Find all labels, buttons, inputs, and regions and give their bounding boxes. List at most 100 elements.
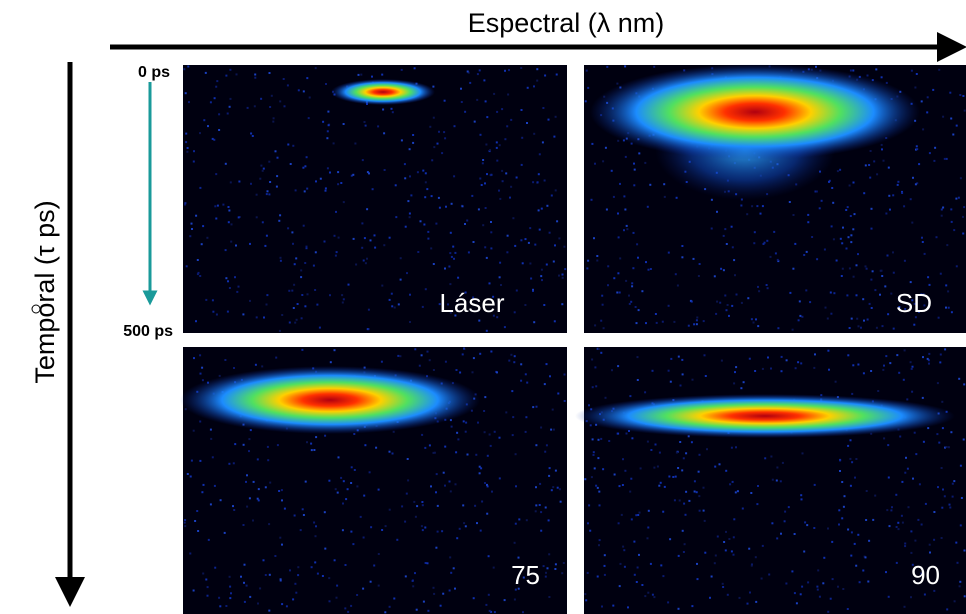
noise-dot [696,562,698,565]
noise-dot [730,225,733,228]
noise-dot [784,510,787,513]
noise-dot [441,152,444,155]
noise-dot [887,313,890,316]
noise-dot [521,136,524,139]
noise-dot [455,451,458,454]
noise-dot [863,319,865,322]
noise-dot [279,256,282,259]
noise-dot [757,325,760,328]
noise-dot [524,373,527,376]
noise-dot [442,471,445,474]
noise-dot [948,503,951,506]
noise-dot [469,81,472,84]
noise-dot [192,589,195,592]
noise-dot [755,318,757,321]
noise-dot [695,323,698,326]
noise-dot [342,502,344,505]
noise-dot [242,313,245,316]
noise-dot [536,68,539,71]
noise-dot [751,563,753,566]
noise-dot [918,483,921,486]
noise-dot [710,198,713,201]
noise-dot [849,215,852,217]
noise-dot [959,177,962,180]
noise-dot [228,105,231,108]
noise-dot [799,593,802,596]
noise-dot [947,306,950,309]
noise-dot [624,155,627,158]
noise-dot [449,490,452,493]
noise-dot [963,595,966,598]
noise-dot [400,68,403,71]
noise-dot [591,386,594,389]
noise-dot [542,565,545,568]
noise-dot [493,92,496,95]
noise-dot [439,604,442,607]
noise-dot [897,528,900,531]
noise-dot [229,585,232,588]
noise-dot [498,144,501,147]
noise-dot [467,251,470,254]
noise-dot [356,594,359,596]
noise-dot [496,110,499,113]
noise-dot [529,227,532,230]
noise-dot [360,73,363,76]
noise-dot [428,444,431,447]
noise-dot [865,490,868,492]
noise-dot [630,518,633,521]
noise-dot [300,276,303,279]
noise-dot [373,564,376,567]
noise-dot [922,440,925,443]
noise-dot [940,214,943,217]
time-start: 0 ps [138,64,170,81]
noise-dot [591,438,594,441]
noise-dot [525,416,528,419]
noise-dot [224,359,227,361]
noise-dot [813,366,816,369]
noise-dot [499,261,502,264]
noise-dot [243,563,246,566]
noise-dot [936,382,939,385]
noise-dot [903,205,906,208]
noise-dot [457,276,460,279]
noise-dot [870,227,873,230]
noise-dot [955,124,958,127]
noise-dot [456,431,459,434]
noise-dot [584,478,587,481]
noise-dot [617,236,620,239]
noise-dot [513,598,516,601]
noise-dot [289,569,291,572]
noise-dot [697,470,700,473]
noise-dot [404,177,407,180]
noise-dot [697,275,700,277]
noise-dot [403,163,406,166]
noise-dot [218,596,221,599]
noise-dot [905,456,907,459]
noise-dot [520,109,523,111]
noise-dot [315,180,317,183]
noise-dot [429,125,432,128]
noise-dot [548,553,551,556]
noise-dot [895,561,898,564]
noise-dot [195,214,198,217]
noise-dot [243,581,245,584]
noise-dot [213,484,216,487]
noise-dot [421,433,424,436]
noise-dot [310,449,313,452]
noise-dot [781,461,784,464]
noise-dot [530,277,533,280]
noise-dot [337,171,340,174]
noise-dot [818,595,821,598]
noise-dot [381,529,384,531]
noise-dot [232,462,235,465]
noise-dot [631,282,634,285]
noise-dot [426,562,429,565]
noise-dot [959,524,962,527]
noise-dot [606,65,609,68]
noise-dot [391,452,394,455]
noise-dot [733,259,736,262]
noise-dot [332,142,335,145]
noise-dot [938,441,941,444]
noise-dot [342,201,345,204]
noise-dot [192,160,195,163]
